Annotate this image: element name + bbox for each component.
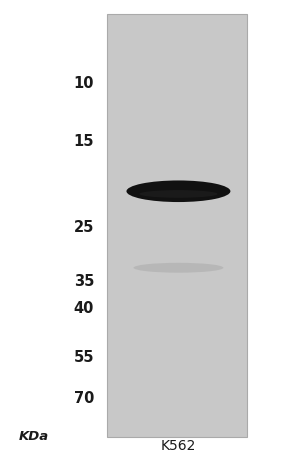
- FancyBboxPatch shape: [107, 14, 247, 436]
- Text: 35: 35: [74, 274, 94, 289]
- Text: KDa: KDa: [19, 430, 49, 443]
- Text: 40: 40: [74, 301, 94, 316]
- Ellipse shape: [139, 190, 217, 198]
- Ellipse shape: [126, 180, 230, 202]
- Text: 10: 10: [74, 76, 94, 91]
- Text: 55: 55: [74, 350, 94, 365]
- Text: 15: 15: [74, 134, 94, 149]
- Text: 70: 70: [74, 391, 94, 406]
- Text: K562: K562: [161, 439, 196, 450]
- Ellipse shape: [133, 263, 223, 273]
- Text: 25: 25: [74, 220, 94, 235]
